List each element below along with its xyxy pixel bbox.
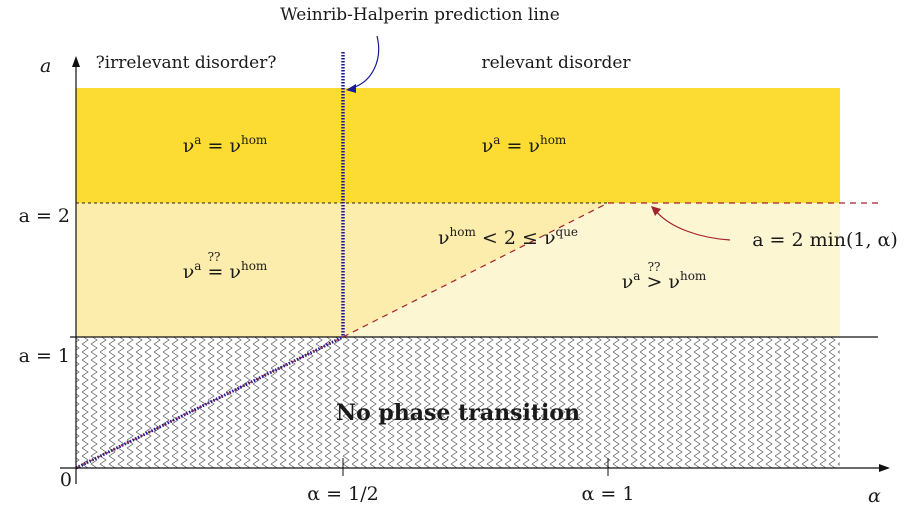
no-transition-region	[76, 337, 840, 468]
top-band-region	[76, 88, 840, 203]
y-axis-arrow-icon	[72, 56, 80, 67]
mid-right-region	[343, 203, 840, 337]
x-tick-half-label: α = 1/2	[307, 483, 378, 505]
x-axis-label: α	[868, 485, 881, 507]
region-mid-left-qq: ??	[208, 250, 221, 264]
curve-a-equals-2alpha	[342, 202, 609, 338]
y-tick-a2: a = 2	[19, 205, 70, 227]
x-axis-arrow-icon	[879, 464, 890, 472]
header-right: relevant disorder	[481, 53, 631, 73]
curve-label-arrow-icon	[655, 210, 731, 241]
diagonal-red-dashed	[75, 336, 344, 469]
curve-label: a = 2 min(1, α)	[752, 229, 898, 251]
y-tick-a1: a = 1	[19, 345, 70, 367]
header-left: ?irrelevant disorder?	[96, 53, 277, 73]
y-tick-zero: 0	[60, 469, 72, 491]
region-no-transition: No phase transition	[336, 400, 580, 426]
y-axis-label: a	[40, 55, 51, 77]
annotation-top: Weinrib-Halperin prediction line	[280, 5, 560, 25]
region-mid-center: νhom < 2 ≤ νque	[438, 225, 578, 249]
wh-arrowhead-icon	[346, 84, 356, 93]
curve-label-arrowhead-icon	[651, 206, 661, 216]
wh-arrow-icon	[351, 35, 380, 89]
x-tick-one-label: α = 1	[582, 483, 635, 505]
region-mid-right-qq: ??	[648, 260, 661, 274]
mid-left-region	[76, 203, 343, 337]
